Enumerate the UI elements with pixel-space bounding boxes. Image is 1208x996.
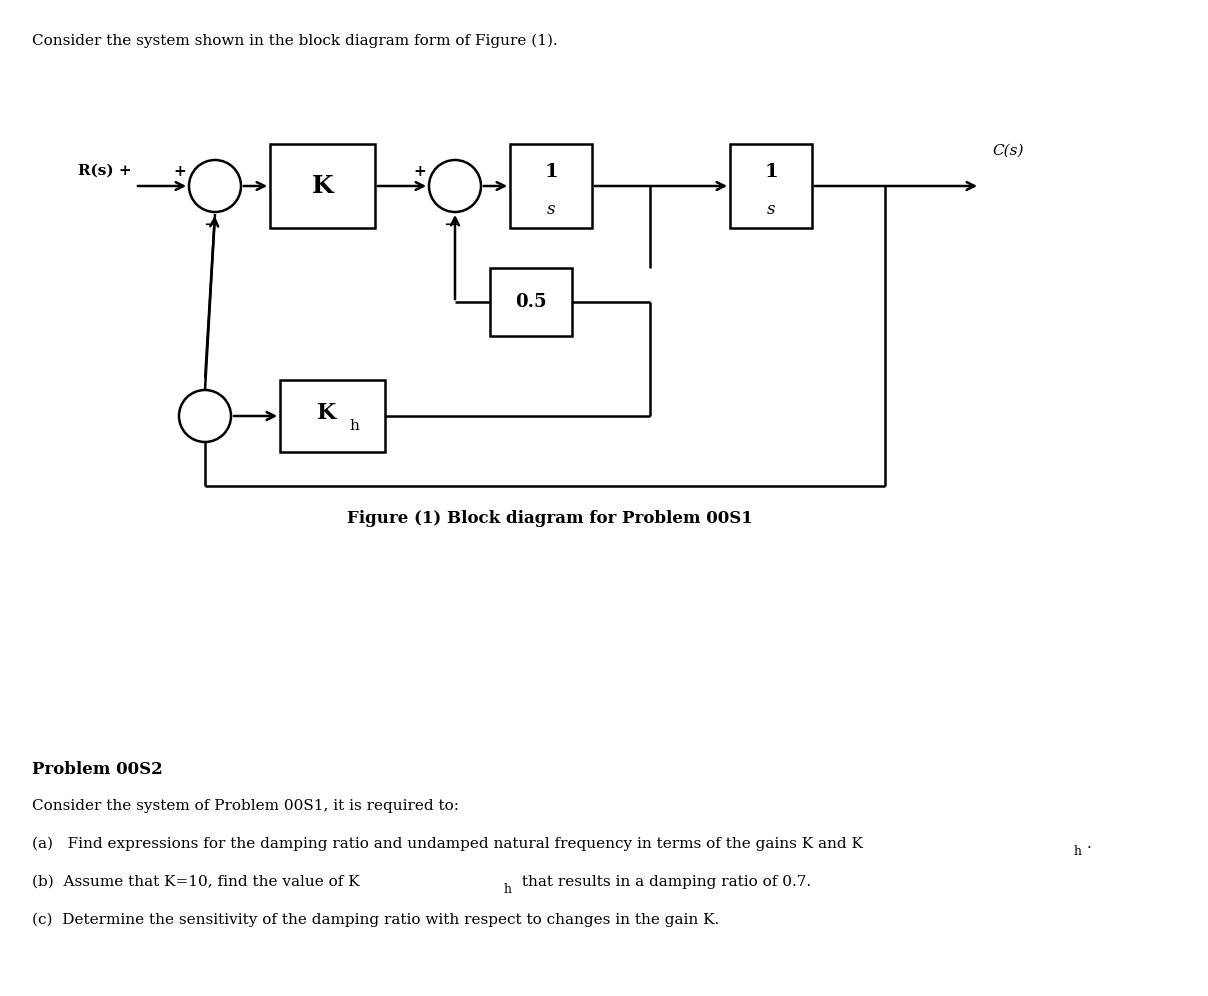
Text: h: h — [1074, 845, 1082, 858]
Text: s: s — [767, 201, 776, 218]
Circle shape — [179, 390, 231, 442]
Text: (c)  Determine the sensitivity of the damping ratio with respect to changes in t: (c) Determine the sensitivity of the dam… — [31, 913, 719, 927]
Text: 1: 1 — [544, 162, 558, 180]
Text: h: h — [349, 419, 360, 433]
Bar — [490, 268, 573, 336]
Bar — [730, 144, 812, 228]
Text: +: + — [413, 163, 426, 178]
Text: s: s — [547, 201, 556, 218]
Text: .: . — [1087, 837, 1092, 851]
Text: 1: 1 — [765, 162, 778, 180]
Bar — [510, 144, 592, 228]
Text: (b)  Assume that K=10, find the value of K: (b) Assume that K=10, find the value of … — [31, 875, 360, 889]
Text: h: h — [504, 883, 512, 896]
Text: that results in a damping ratio of 0.7.: that results in a damping ratio of 0.7. — [517, 875, 811, 889]
Bar — [271, 144, 374, 228]
Text: −: − — [203, 216, 219, 234]
Text: Figure (1) Block diagram for Problem 00S1: Figure (1) Block diagram for Problem 00S… — [347, 510, 753, 527]
Text: C(s): C(s) — [992, 144, 1023, 158]
Text: +: + — [173, 163, 186, 178]
Text: Consider the system of Problem 00S1, it is required to:: Consider the system of Problem 00S1, it … — [31, 799, 459, 813]
Circle shape — [188, 160, 242, 212]
Bar — [280, 380, 385, 452]
Circle shape — [429, 160, 481, 212]
Text: (a)   Find expressions for the damping ratio and undamped natural frequency in t: (a) Find expressions for the damping rat… — [31, 837, 863, 852]
Text: Consider the system shown in the block diagram form of Figure (1).: Consider the system shown in the block d… — [31, 34, 558, 49]
Text: 0.5: 0.5 — [515, 293, 547, 311]
Text: R(s) +: R(s) + — [79, 164, 132, 178]
Text: K: K — [312, 174, 333, 198]
Text: −: − — [443, 216, 459, 234]
Text: Problem 00S2: Problem 00S2 — [31, 761, 163, 778]
Text: K: K — [316, 402, 336, 424]
